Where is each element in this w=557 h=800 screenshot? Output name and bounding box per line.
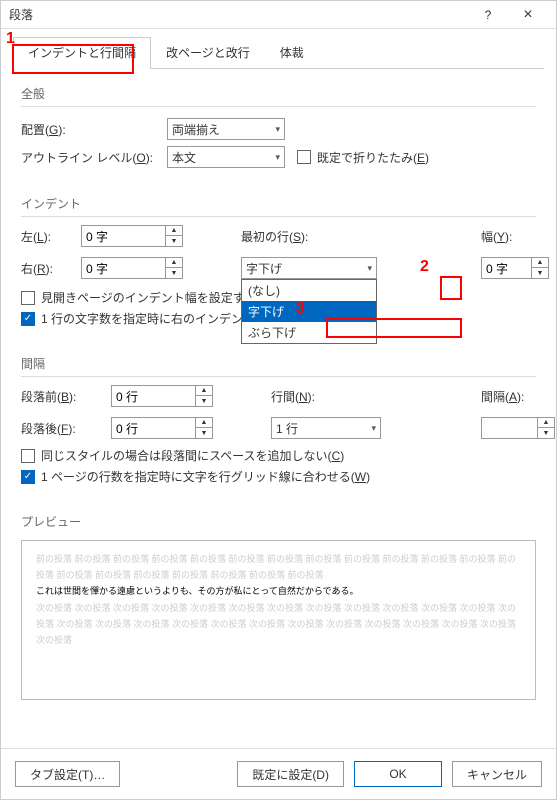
spin-up-icon[interactable]: ▲ [538, 418, 554, 428]
firstline-option-none[interactable]: (なし) [242, 280, 376, 301]
collapse-checkbox[interactable] [297, 150, 311, 164]
chevron-down-icon: ▾ [275, 124, 280, 135]
spin-down-icon[interactable]: ▼ [166, 268, 182, 278]
close-icon: × [523, 6, 532, 24]
line-spacing-select[interactable]: 1 行▾ [271, 417, 381, 439]
titlebar: 段落 ? × [1, 1, 556, 29]
general-section: 全般 配置(G): 両端揃え▾ アウトライン レベル(O): 本文▾ 既定で折り… [1, 69, 556, 179]
preview-box: 前の投落 前の投落 前の投落 前の投落 前の投落 前の投落 前の投落 前の投落 … [21, 540, 536, 700]
paragraph-dialog: 段落 ? × 1 2 3 インデントと行間隔 改ページと改行 体裁 全般 配置(… [0, 0, 557, 800]
snap-grid-checkbox[interactable]: ✓ [21, 470, 35, 484]
auto-adjust-checkbox[interactable]: ✓ [21, 312, 35, 326]
spin-down-icon[interactable]: ▼ [196, 396, 212, 406]
firstline-label: 最初の行(S): [241, 228, 361, 245]
outline-select[interactable]: 本文▾ [167, 146, 285, 168]
mirror-indent-checkbox[interactable] [21, 291, 35, 305]
same-style-label: 同じスタイルの場合は段落間にスペースを追加しない(C) [41, 447, 344, 464]
firstline-dropdown-list: (なし) 字下げ ぶら下げ [241, 279, 377, 344]
help-button[interactable]: ? [468, 1, 508, 29]
before-label: 段落前(B): [21, 388, 111, 405]
space-after-input[interactable]: ▲▼ [111, 417, 231, 439]
alignment-select[interactable]: 両端揃え▾ [167, 118, 285, 140]
firstline-option-hanging[interactable]: ぶら下げ [242, 322, 376, 343]
preview-before: 前の投落 前の投落 前の投落 前の投落 前の投落 前の投落 前の投落 前の投落 … [36, 551, 521, 583]
spin-down-icon[interactable]: ▼ [538, 428, 554, 438]
spin-up-icon[interactable]: ▲ [166, 226, 182, 236]
general-title: 全般 [21, 85, 536, 102]
firstline-option-indent[interactable]: 字下げ [242, 301, 376, 322]
right-label: 右(R): [21, 260, 81, 277]
set-default-button[interactable]: 既定に設定(D) [237, 761, 344, 787]
collapse-label: 既定で折りたたみ(E) [317, 149, 429, 166]
left-indent-input[interactable]: ▲▼ [81, 225, 201, 247]
preview-body: これは世間を憚かる遠慮というよりも、その方が私にとって自然だからである。 [36, 583, 521, 599]
at-input[interactable]: ▲▼ [481, 417, 557, 439]
preview-section: プレビュー [1, 497, 556, 534]
tab-line-page-breaks[interactable]: 改ページと改行 [151, 37, 265, 68]
space-before-input[interactable]: ▲▼ [111, 385, 231, 407]
mirror-indent-label: 見開きページのインデント幅を設定する(M) [41, 289, 275, 306]
preview-title: プレビュー [21, 513, 536, 530]
left-label: 左(L): [21, 228, 81, 245]
at-label: 間隔(A): [481, 388, 557, 405]
alignment-label: 配置(G): [21, 121, 161, 138]
ok-button[interactable]: OK [354, 761, 442, 787]
chevron-down-icon: ▾ [371, 423, 376, 434]
button-bar: タブ設定(T)… 既定に設定(D) OK キャンセル [1, 748, 556, 799]
indent-title: インデント [21, 195, 536, 212]
spin-up-icon[interactable]: ▲ [196, 418, 212, 428]
cancel-button[interactable]: キャンセル [452, 761, 542, 787]
dialog-title: 段落 [9, 6, 468, 23]
snap-grid-label: 1 ページの行数を指定時に文字を行グリッド線に合わせる(W) [41, 468, 370, 485]
same-style-checkbox[interactable] [21, 449, 35, 463]
chevron-down-icon: ▾ [275, 152, 280, 163]
spin-up-icon[interactable]: ▲ [196, 386, 212, 396]
spacing-section: 間隔 段落前(B): ▲▼ 行間(N): 間隔(A): 段落後(F): ▲▼ 1… [1, 339, 556, 497]
line-spacing-label: 行間(N): [271, 388, 361, 405]
spin-down-icon[interactable]: ▼ [166, 236, 182, 246]
tab-asian-typography[interactable]: 体裁 [265, 37, 319, 68]
spacing-title: 間隔 [21, 355, 536, 372]
close-button[interactable]: × [508, 1, 548, 29]
width-label: 幅(Y): [481, 228, 551, 245]
tab-indent-spacing[interactable]: インデントと行間隔 [13, 37, 151, 68]
spin-down-icon[interactable]: ▼ [532, 268, 548, 278]
spin-up-icon[interactable]: ▲ [532, 258, 548, 268]
preview-after: 次の投落 次の投落 次の投落 次の投落 次の投落 次の投落 次の投落 次の投落 … [36, 600, 521, 649]
tabs-button[interactable]: タブ設定(T)… [15, 761, 120, 787]
spin-up-icon[interactable]: ▲ [166, 258, 182, 268]
help-icon: ? [485, 8, 492, 22]
chevron-down-icon: ▾ [367, 263, 372, 274]
after-label: 段落後(F): [21, 420, 111, 437]
indent-section: インデント 左(L): ▲▼ 最初の行(S): 幅(Y): 右(R): ▲▼ 字… [1, 179, 556, 339]
spin-down-icon[interactable]: ▼ [196, 428, 212, 438]
outline-label: アウトライン レベル(O): [21, 149, 161, 166]
width-input[interactable]: ▲▼ [481, 257, 551, 279]
firstline-select[interactable]: 字下げ▾ [241, 257, 377, 279]
right-indent-input[interactable]: ▲▼ [81, 257, 201, 279]
tabstrip: インデントと行間隔 改ページと改行 体裁 [13, 37, 544, 69]
